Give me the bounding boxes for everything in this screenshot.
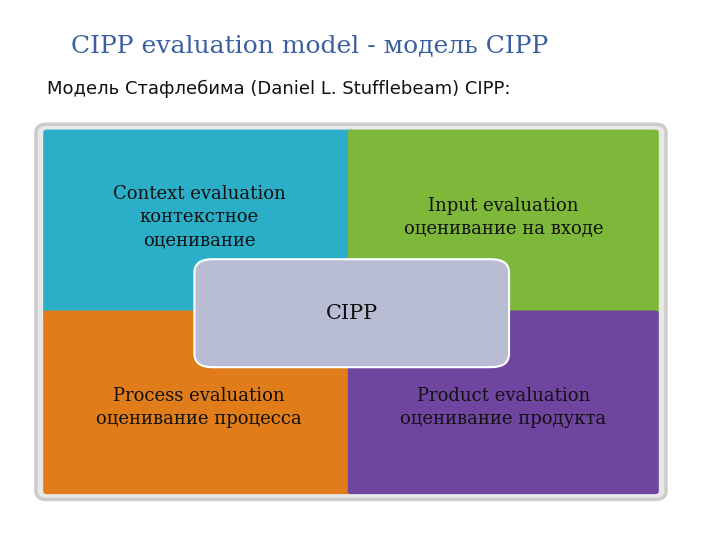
Text: CIPP evaluation model - модель CIPP: CIPP evaluation model - модель CIPP — [71, 35, 548, 57]
Text: CIPP: CIPP — [325, 303, 378, 323]
FancyBboxPatch shape — [36, 124, 666, 500]
FancyBboxPatch shape — [194, 259, 509, 367]
FancyBboxPatch shape — [43, 130, 355, 316]
Text: Product evaluation
оценивание продукта: Product evaluation оценивание продукта — [400, 387, 606, 429]
Text: Input evaluation
оценивание на входе: Input evaluation оценивание на входе — [403, 197, 603, 238]
FancyBboxPatch shape — [348, 310, 659, 494]
FancyBboxPatch shape — [43, 310, 355, 494]
Text: Context evaluation
контекстное
оценивание: Context evaluation контекстное оценивани… — [113, 185, 285, 250]
Text: Process evaluation
оценивание процесса: Process evaluation оценивание процесса — [96, 387, 302, 429]
FancyBboxPatch shape — [348, 130, 659, 316]
Text: Модель Стафлебима (Daniel L. Stufflebeam) CIPP:: Модель Стафлебима (Daniel L. Stufflebeam… — [47, 80, 510, 98]
